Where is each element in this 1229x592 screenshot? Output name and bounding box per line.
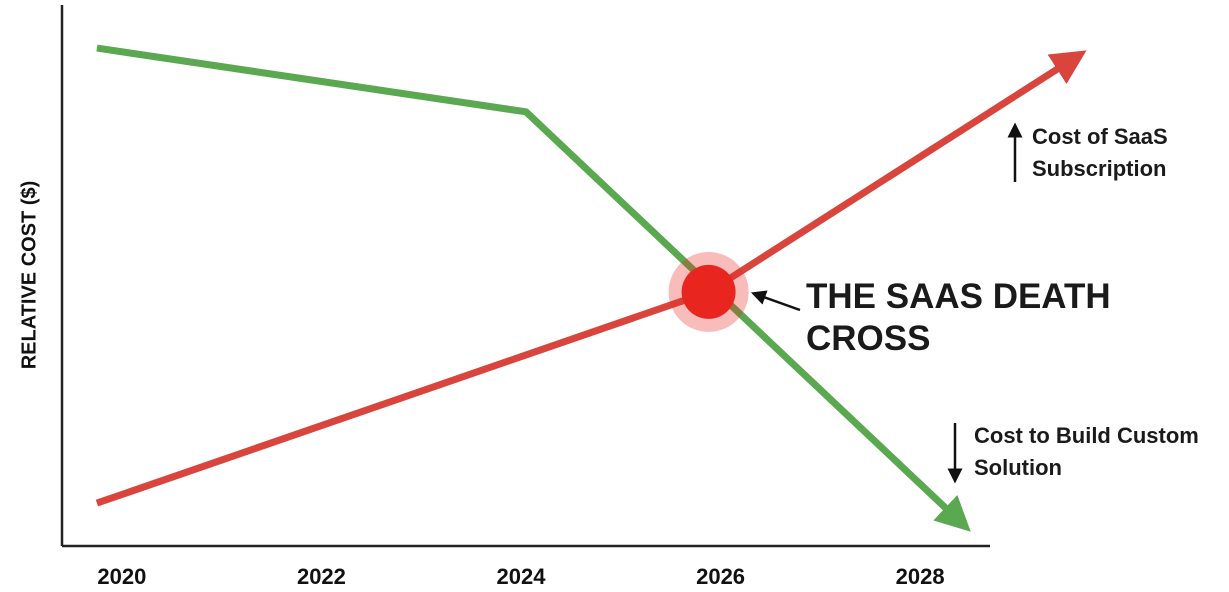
series-label: Cost to Build Custom Solution [974, 423, 1199, 480]
pointer-arrow [750, 290, 801, 312]
series-line [96, 44, 971, 532]
x-tick-label: 2022 [297, 564, 346, 589]
series-label: Cost of SaaS Subscription [1032, 124, 1168, 181]
y-axis-label: RELATIVE COST ($) [18, 181, 40, 370]
x-tick-label: 2026 [696, 564, 745, 589]
highlight-dot [681, 264, 736, 319]
annotation: THE SAAS DEATH CROSS [806, 277, 1111, 358]
x-tick-label: 2020 [97, 564, 146, 589]
x-tick-label: 2024 [497, 564, 547, 589]
x-tick-label: 2028 [896, 564, 945, 589]
